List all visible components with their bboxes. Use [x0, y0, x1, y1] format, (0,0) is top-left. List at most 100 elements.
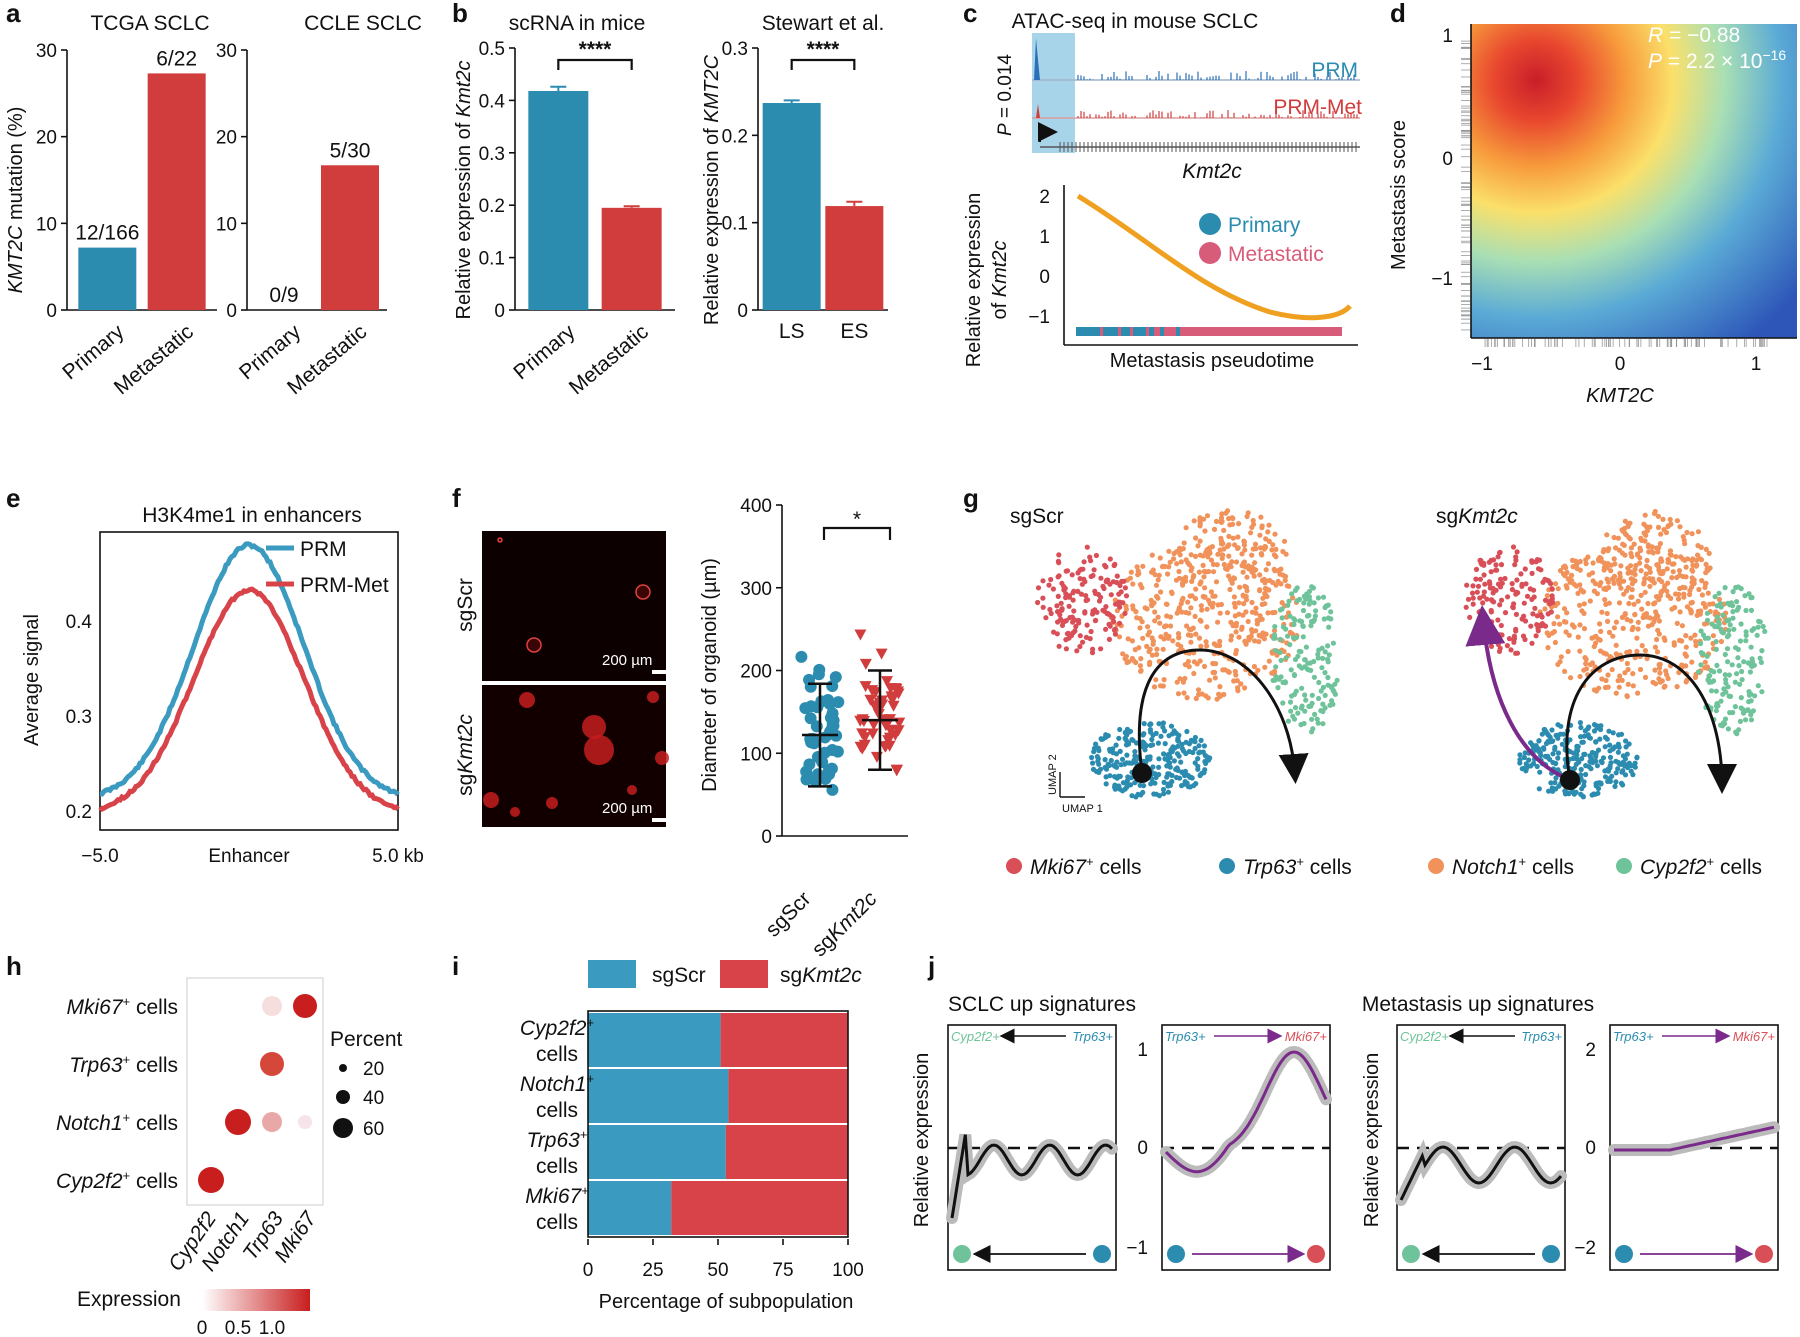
umap-cell — [1217, 610, 1223, 616]
umap-cell — [1098, 736, 1104, 742]
significance-bracket — [557, 58, 633, 70]
umap-cell — [1204, 624, 1210, 630]
panel-h-expression-bar — [202, 1289, 310, 1311]
umap-cell — [1703, 546, 1709, 553]
panel-e-ytick: 0.4 — [66, 612, 93, 633]
umap-cell — [1114, 573, 1120, 579]
umap-cell — [1207, 545, 1213, 551]
umap-cell — [1062, 585, 1068, 592]
umap-cell — [1206, 568, 1212, 575]
umap-cell — [1119, 756, 1126, 762]
umap-cell — [1311, 674, 1317, 680]
umap-cell — [1176, 635, 1182, 641]
bar — [601, 207, 662, 310]
organoid — [627, 785, 637, 795]
umap-cell — [1663, 529, 1669, 536]
umap-cell — [1221, 546, 1227, 552]
panel-d-density-heatmap — [1471, 24, 1797, 338]
umap-cell — [1334, 677, 1340, 683]
umap-cell — [1571, 791, 1577, 797]
umap-cell — [1704, 610, 1710, 616]
confidence-band — [1608, 1121, 1780, 1156]
umap-cell — [1043, 615, 1049, 621]
stacked-bar-sgscr — [588, 1181, 672, 1235]
umap-cell — [1160, 786, 1167, 793]
umap-cell — [1126, 760, 1132, 766]
umap-cell — [1064, 568, 1071, 574]
umap-cell — [1123, 606, 1129, 612]
umap-cell — [1523, 581, 1529, 587]
umap-cell — [1322, 692, 1328, 699]
umap-cell — [1642, 648, 1648, 654]
umap-cell — [1072, 628, 1078, 634]
bar — [762, 103, 821, 311]
panel-e-plot-frame — [99, 531, 399, 831]
umap-cell — [1047, 606, 1053, 613]
umap-cell — [1499, 632, 1505, 638]
umap-cell — [1499, 597, 1505, 603]
umap-cell — [1589, 792, 1595, 798]
umap-cell — [1088, 558, 1094, 564]
umap-cell — [1291, 672, 1298, 679]
umap-cell — [1145, 624, 1151, 630]
umap-cell — [1473, 576, 1479, 582]
umap-cell — [1269, 547, 1275, 553]
umap-cell — [1618, 585, 1624, 591]
umap-cell — [1171, 758, 1177, 764]
umap-cell — [1313, 608, 1319, 614]
umap-cell — [1726, 627, 1732, 634]
umap-cell — [1179, 741, 1185, 747]
umap-cell — [1110, 618, 1117, 625]
umap-cell — [1720, 612, 1726, 618]
umap-cell — [1284, 583, 1290, 589]
umap-cell — [1562, 668, 1568, 675]
umap-cell — [1581, 751, 1587, 758]
umap-cell — [1475, 583, 1482, 589]
umap-cell — [1561, 731, 1567, 737]
umap-cell — [1577, 673, 1583, 680]
umap-cell — [1296, 663, 1302, 669]
umap-cell — [1098, 594, 1104, 600]
umap-cell — [1658, 531, 1664, 537]
umap-cell — [1123, 730, 1129, 736]
umap-cell — [1739, 706, 1746, 712]
umap-cell — [1613, 651, 1619, 657]
bar — [78, 247, 137, 310]
umap-cell — [1734, 671, 1740, 677]
umap-cell — [1230, 535, 1236, 541]
umap-cell — [1623, 738, 1629, 744]
umap-cell — [1712, 594, 1718, 600]
umap-cell — [1693, 557, 1700, 563]
panel-i-legend-sgkmt2c-swatch — [720, 960, 768, 988]
umap-cell — [1231, 594, 1237, 600]
umap-cell — [1075, 588, 1081, 595]
umap-cell — [1715, 703, 1721, 709]
umap-cell — [1199, 607, 1205, 613]
umap-cell — [1165, 635, 1171, 641]
umap-cell — [1748, 607, 1755, 614]
umap-cell — [1236, 611, 1242, 617]
umap-cell — [1238, 681, 1244, 687]
umap-cell — [1713, 639, 1719, 645]
umap-cell — [1203, 760, 1209, 767]
panel-a-title-left: TCGA SCLC — [90, 12, 209, 35]
row-label-suffix: cells — [536, 1043, 578, 1066]
umap-cell — [1534, 622, 1540, 628]
panel-h-expression-tick: 0.5 — [225, 1318, 251, 1337]
umap-cell — [1610, 633, 1616, 639]
umap-cell — [1332, 691, 1338, 697]
umap-cell — [1118, 762, 1124, 768]
umap-cell — [1208, 557, 1215, 563]
umap-cell — [1629, 554, 1635, 560]
umap-cell — [1737, 718, 1743, 725]
pseudotime-segment — [1160, 327, 1164, 336]
umap-cell — [1756, 618, 1762, 624]
umap-cell — [1094, 609, 1100, 615]
umap-cell — [1156, 721, 1162, 727]
umap-cell — [1058, 600, 1064, 606]
umap-cell — [1529, 596, 1535, 603]
umap-cell — [1135, 572, 1141, 578]
umap-cell — [1555, 750, 1562, 756]
umap-cell — [1583, 561, 1589, 567]
panel-i: sgScr sgKmt2c Cyp2f2+ cells Notch1+ cells Tr… — [520, 960, 864, 1313]
